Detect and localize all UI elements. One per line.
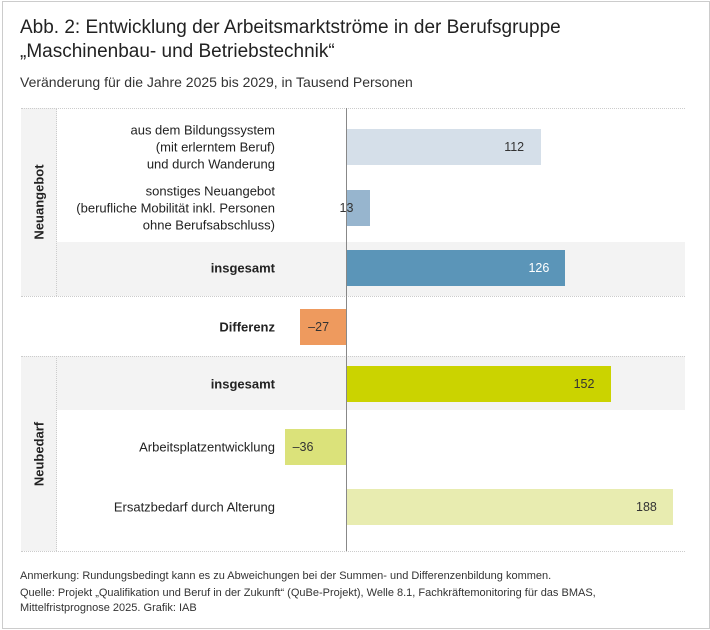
data-label: –27: [308, 320, 330, 334]
chart-subtitle: Veränderung für die Jahre 2025 bis 2029,…: [20, 74, 413, 90]
data-label: 126: [528, 261, 550, 275]
group-neubedarf: Neubedarf: [21, 356, 57, 551]
category-label: insgesamt: [210, 376, 275, 392]
bar: [300, 309, 347, 345]
category-label: Arbeitsplatzentwicklung: [139, 439, 275, 455]
group-label: Neubedarf: [31, 421, 46, 486]
divider: [21, 551, 685, 552]
source: Quelle: Projekt „Qualifikation und Beruf…: [20, 587, 596, 614]
chart-title: Abb. 2: Entwicklung der Arbeitsmarktströ…: [20, 17, 561, 62]
zero-axis: [346, 108, 347, 551]
category-label: sonstiges Neuangebot (berufliche Mobilit…: [76, 183, 275, 233]
bar: [347, 366, 611, 402]
category-label: aus dem Bildungssystem (mit erlerntem Be…: [130, 122, 275, 172]
bar: [347, 250, 566, 286]
bar: [347, 129, 542, 165]
bar: [347, 190, 370, 226]
category-label: Differenz: [219, 319, 275, 335]
divider: [21, 108, 685, 109]
data-label: 152: [573, 377, 595, 391]
data-label: 112: [504, 140, 525, 154]
category-label: insgesamt: [210, 260, 275, 276]
divider: [21, 296, 685, 297]
group-label: Neuangebot: [31, 164, 46, 240]
divider: [21, 356, 685, 357]
bar: [347, 489, 673, 525]
group-neuangebot: Neuangebot: [21, 108, 57, 296]
category-label: Ersatzbedarf durch Alterung: [113, 499, 275, 515]
note: Anmerkung: Rundungsbedingt kann es zu Ab…: [20, 570, 552, 582]
bar: [284, 429, 347, 465]
data-label: –36: [292, 440, 314, 454]
data-label: 188: [636, 500, 657, 514]
